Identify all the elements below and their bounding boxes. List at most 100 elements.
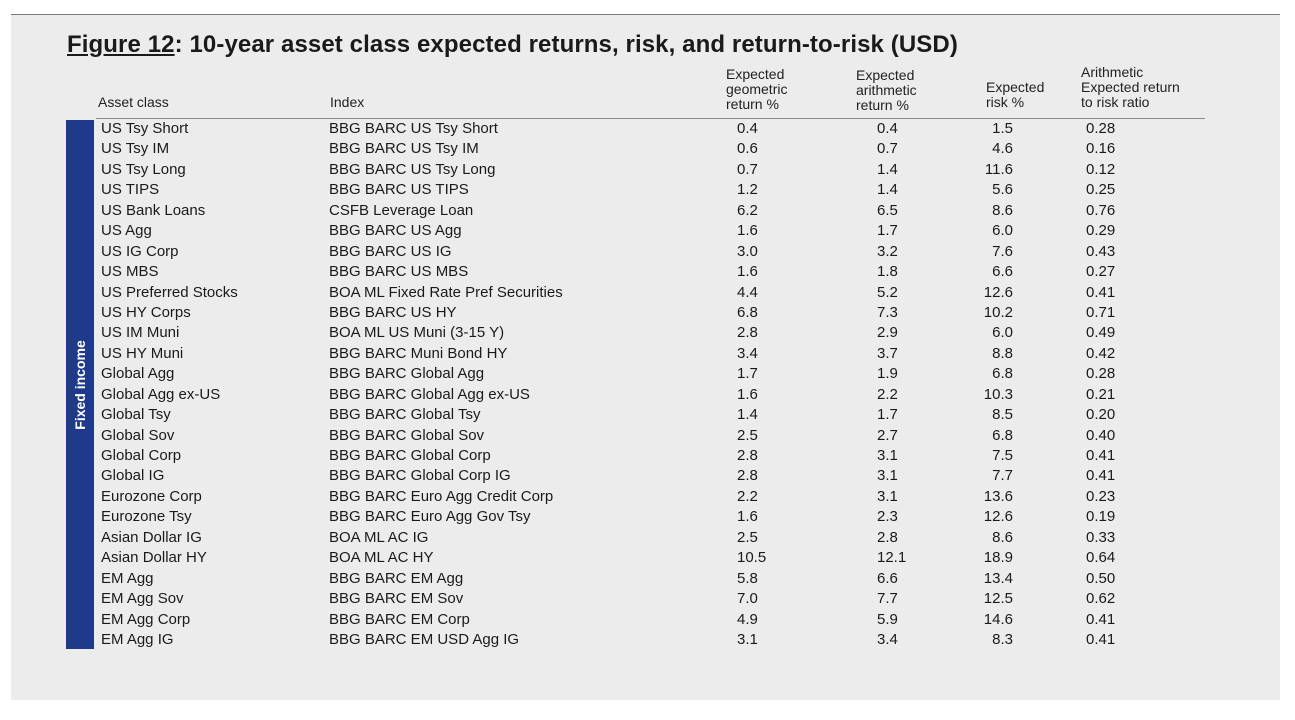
cell-geometric-return: 1.6: [737, 222, 758, 240]
cell-arithmetic-return: 2.8: [877, 528, 898, 546]
cell-arithmetic-return: 1.4: [877, 160, 898, 178]
table-row: Global Agg ex-US BBG BARC Global Agg ex-U…: [0, 385, 1295, 405]
cell-index: BOA ML US Muni (3-15 Y): [329, 324, 505, 342]
cell-geometric-return: 2.5: [737, 426, 758, 444]
cell-asset-class: US Tsy Long: [101, 160, 186, 178]
cell-geometric-return: 0.7: [737, 160, 758, 178]
header-ratio: Arithmetic Expected return to risk ratio: [1081, 64, 1180, 110]
cell-ratio: 0.28: [1086, 120, 1116, 137]
cell-ratio: 0.16: [1086, 140, 1116, 158]
cell-index: BBG BARC US Tsy Long: [329, 160, 496, 178]
cell-asset-class: EM Agg: [101, 569, 154, 587]
cell-geometric-return: 4.4: [737, 283, 758, 301]
table-row: Global Agg BBG BARC Global Agg 1.7 1.9 6.8 0.…: [0, 364, 1295, 384]
cell-arithmetic-return: 3.1: [877, 447, 898, 464]
cell-index: BBG BARC EM USD Agg IG: [329, 630, 520, 648]
cell-risk: 5.6: [992, 181, 1013, 199]
header-asset-class: Asset class: [98, 94, 169, 110]
cell-asset-class: Eurozone Corp: [101, 487, 202, 505]
cell-index: BBG BARC Euro Agg Credit Corp: [329, 487, 554, 505]
cell-ratio: 0.27: [1086, 263, 1116, 281]
table-row: US IM Muni BOA ML US Muni (3-15 Y) 2.8 2.9 6…: [0, 323, 1295, 343]
cell-ratio: 0.42: [1086, 344, 1116, 362]
header-geometric-return: Expected geometric return %: [726, 66, 788, 112]
cell-arithmetic-return: 1.8: [877, 263, 898, 281]
cell-geometric-return: 2.2: [737, 487, 758, 505]
cell-geometric-return: 1.6: [737, 263, 758, 281]
cell-risk: 6.0: [992, 222, 1013, 240]
cell-arithmetic-return: 2.9: [877, 324, 898, 342]
cell-arithmetic-return: 5.9: [877, 610, 898, 628]
table-row: Asian Dollar HY BOA ML AC HY 10.5 12.1 18.9 0…: [0, 548, 1295, 568]
cell-index: BBG BARC US Tsy IM: [329, 140, 479, 158]
cell-ratio: 0.41: [1086, 630, 1116, 648]
cell-index: BBG BARC US MBS: [329, 263, 469, 281]
cell-arithmetic-return: 7.7: [877, 590, 898, 608]
cell-index: CSFB Leverage Loan: [329, 201, 474, 219]
table-row: US Bank Loans CSFB Leverage Loan 6.2 6.5 8.6…: [0, 201, 1295, 221]
cell-asset-class: Asian Dollar IG: [101, 528, 202, 546]
cell-arithmetic-return: 7.3: [877, 303, 898, 321]
cell-asset-class: US IM Muni: [101, 324, 180, 342]
cell-ratio: 0.40: [1086, 426, 1116, 444]
cell-asset-class: EM Agg IG: [101, 630, 174, 648]
cell-ratio: 0.20: [1086, 406, 1116, 424]
cell-arithmetic-return: 3.4: [877, 630, 898, 648]
cell-geometric-return: 1.2: [737, 181, 758, 199]
cell-risk: 6.6: [992, 263, 1013, 281]
cell-ratio: 0.41: [1086, 283, 1116, 301]
cell-ratio: 0.43: [1086, 242, 1116, 260]
cell-asset-class: Eurozone Tsy: [101, 508, 192, 526]
cell-ratio: 0.33: [1086, 528, 1116, 546]
table-row: Eurozone Corp BBG BARC Euro Agg Credit Co…: [0, 487, 1295, 507]
cell-asset-class: US TIPS: [101, 181, 160, 199]
table-row: US Tsy Short BBG BARC US Tsy Short 0.4 0.4 1…: [0, 119, 1295, 139]
table-row: EM Agg Corp BBG BARC EM Corp 4.9 5.9 14.6 0.4…: [0, 610, 1295, 630]
cell-ratio: 0.41: [1086, 467, 1116, 485]
cell-ratio: 0.71: [1086, 303, 1116, 321]
cell-ratio: 0.41: [1086, 610, 1116, 628]
cell-arithmetic-return: 0.7: [877, 140, 898, 158]
cell-risk: 1.5: [992, 120, 1013, 137]
cell-risk: 12.6: [983, 508, 1013, 526]
cell-geometric-return: 3.0: [737, 242, 758, 260]
cell-ratio: 0.25: [1086, 181, 1116, 199]
table-row: US IG Corp BBG BARC US IG 3.0 3.2 7.6 0.43: [0, 242, 1295, 262]
cell-geometric-return: 3.1: [737, 630, 758, 648]
figure-title: Figure 12: 10-year asset class expected …: [67, 31, 958, 59]
cell-index: BBG BARC EM Agg: [329, 569, 464, 587]
cell-index: BOA ML AC IG: [329, 528, 429, 546]
cell-asset-class: Global IG: [101, 467, 165, 485]
cell-geometric-return: 0.4: [737, 120, 758, 137]
cell-risk: 7.6: [992, 242, 1013, 260]
table-row: Eurozone Tsy BBG BARC Euro Agg Gov Tsy 1.6…: [0, 507, 1295, 527]
cell-geometric-return: 2.5: [737, 528, 758, 546]
cell-asset-class: US HY Corps: [101, 303, 191, 321]
cell-asset-class: Global Agg ex-US: [101, 385, 221, 403]
cell-asset-class: Asian Dollar HY: [101, 549, 207, 567]
cell-ratio: 0.19: [1086, 508, 1116, 526]
cell-risk: 6.8: [992, 365, 1013, 383]
cell-index: BBG BARC US IG: [329, 242, 452, 260]
cell-asset-class: EM Agg Sov: [101, 590, 184, 608]
cell-risk: 7.7: [992, 467, 1013, 485]
cell-index: BBG BARC Global Corp IG: [329, 467, 511, 485]
cell-asset-class: US Agg: [101, 222, 152, 240]
cell-geometric-return: 5.8: [737, 569, 758, 587]
cell-arithmetic-return: 1.7: [877, 222, 898, 240]
cell-asset-class: US Bank Loans: [101, 201, 206, 219]
cell-risk: 12.6: [983, 283, 1013, 301]
cell-asset-class: US Preferred Stocks: [101, 283, 238, 301]
cell-arithmetic-return: 3.1: [877, 467, 898, 485]
top-rule: [11, 14, 1280, 15]
cell-risk: 6.8: [992, 426, 1013, 444]
cell-ratio: 0.41: [1086, 447, 1116, 464]
cell-asset-class: US Tsy IM: [101, 140, 170, 158]
cell-asset-class: Global Agg: [101, 365, 175, 383]
table-row: Global Corp BBG BARC Global Corp 2.8 3.1 7.5…: [0, 446, 1295, 466]
cell-arithmetic-return: 5.2: [877, 283, 898, 301]
cell-arithmetic-return: 3.1: [877, 487, 898, 505]
cell-geometric-return: 0.6: [737, 140, 758, 158]
table-row: US Tsy Long BBG BARC US Tsy Long 0.7 1.4 11.…: [0, 160, 1295, 180]
table-row: Global Tsy BBG BARC Global Tsy 1.4 1.7 8.5 0.…: [0, 405, 1295, 425]
